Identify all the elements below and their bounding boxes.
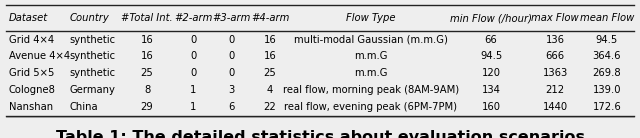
Text: Grid 5×5: Grid 5×5 [9, 68, 54, 78]
Text: real flow, evening peak (6PM-7PM): real flow, evening peak (6PM-7PM) [284, 102, 457, 112]
Text: 1363: 1363 [543, 68, 568, 78]
Text: 4: 4 [267, 85, 273, 95]
Text: 136: 136 [546, 35, 564, 45]
Text: 29: 29 [141, 102, 154, 112]
Text: Avenue 4×4: Avenue 4×4 [9, 51, 70, 62]
Text: Table 1: The detailed statistics about evaluation scenarios: Table 1: The detailed statistics about e… [56, 130, 584, 138]
Text: min Flow (/hour): min Flow (/hour) [450, 13, 532, 23]
Text: China: China [70, 102, 99, 112]
Text: 1: 1 [190, 85, 196, 95]
Text: 0: 0 [228, 35, 235, 45]
Text: max Flow: max Flow [531, 13, 579, 23]
Text: 3: 3 [228, 85, 235, 95]
Text: 0: 0 [190, 35, 196, 45]
Text: 22: 22 [264, 102, 276, 112]
Text: 1: 1 [190, 102, 196, 112]
Text: #Total Int.: #Total Int. [122, 13, 173, 23]
Text: 0: 0 [190, 51, 196, 62]
Text: 16: 16 [264, 35, 276, 45]
Text: 269.8: 269.8 [593, 68, 621, 78]
Text: 0: 0 [190, 68, 196, 78]
Text: real flow, morning peak (8AM-9AM): real flow, morning peak (8AM-9AM) [283, 85, 459, 95]
Text: #2-arm: #2-arm [174, 13, 212, 23]
Text: 16: 16 [141, 35, 154, 45]
Text: Cologne8: Cologne8 [9, 85, 56, 95]
Text: 212: 212 [545, 85, 564, 95]
Text: 16: 16 [141, 51, 154, 62]
Text: 364.6: 364.6 [593, 51, 621, 62]
Text: synthetic: synthetic [70, 35, 116, 45]
Text: multi-modal Gaussian (m.m.G): multi-modal Gaussian (m.m.G) [294, 35, 447, 45]
Text: 66: 66 [484, 35, 497, 45]
Text: 16: 16 [264, 51, 276, 62]
Text: 94.5: 94.5 [480, 51, 502, 62]
Text: Dataset: Dataset [9, 13, 48, 23]
Text: Country: Country [70, 13, 109, 23]
Text: mean Flow: mean Flow [580, 13, 634, 23]
Text: 139.0: 139.0 [593, 85, 621, 95]
Text: 94.5: 94.5 [596, 35, 618, 45]
Text: 134: 134 [482, 85, 500, 95]
Text: 120: 120 [481, 68, 500, 78]
Text: m.m.G: m.m.G [354, 68, 387, 78]
Text: 6: 6 [228, 102, 235, 112]
Text: 1440: 1440 [543, 102, 568, 112]
Text: 160: 160 [481, 102, 500, 112]
Text: m.m.G: m.m.G [354, 51, 387, 62]
Text: 172.6: 172.6 [593, 102, 621, 112]
Text: Flow Type: Flow Type [346, 13, 396, 23]
Text: 0: 0 [228, 68, 235, 78]
Text: Germany: Germany [70, 85, 115, 95]
Text: 8: 8 [144, 85, 150, 95]
Text: Nanshan: Nanshan [9, 102, 53, 112]
Text: 0: 0 [228, 51, 235, 62]
Text: synthetic: synthetic [70, 51, 116, 62]
Text: #3-arm: #3-arm [212, 13, 251, 23]
Text: Grid 4×4: Grid 4×4 [9, 35, 54, 45]
Text: synthetic: synthetic [70, 68, 116, 78]
Text: #4-arm: #4-arm [251, 13, 289, 23]
Text: 25: 25 [141, 68, 154, 78]
Text: 666: 666 [545, 51, 564, 62]
Text: 25: 25 [264, 68, 276, 78]
